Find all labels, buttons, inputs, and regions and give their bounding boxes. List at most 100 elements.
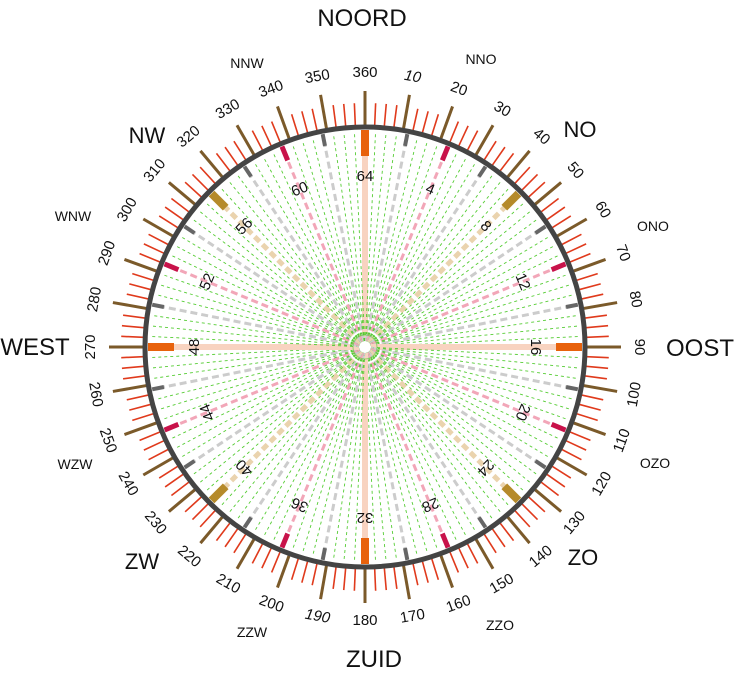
major-tick	[402, 565, 411, 600]
minor-tick	[393, 566, 398, 590]
label-nno: NNO	[465, 51, 496, 67]
compass-ray	[368, 173, 495, 343]
point-marker	[279, 532, 291, 549]
compass-ray	[280, 351, 365, 548]
degree-label: 210	[213, 570, 243, 597]
degree-label: 360	[352, 64, 377, 81]
compass-ray	[353, 131, 366, 342]
compass-ray	[369, 350, 539, 477]
degree-label: 70	[612, 242, 634, 263]
compass-ray	[365, 133, 398, 342]
compass-ray	[301, 352, 364, 554]
compass-ray	[368, 351, 495, 521]
compass-ray	[366, 140, 429, 342]
compass-ray	[191, 350, 361, 477]
compass-ray	[364, 352, 409, 560]
minor-tick	[576, 272, 598, 282]
inner-point-label: 20	[512, 401, 534, 423]
minor-tick	[421, 111, 429, 133]
major-tick	[474, 538, 495, 570]
degree-label: 110	[610, 426, 634, 454]
compass-ray	[369, 217, 539, 344]
degree-label: 30	[491, 98, 514, 121]
degree-label: 340	[256, 77, 285, 102]
compass-ray	[366, 137, 418, 342]
compass-ray	[149, 346, 360, 359]
minor-tick	[311, 563, 318, 586]
inner-point-label: 32	[357, 509, 374, 526]
degree-label: 310	[140, 155, 169, 185]
minor-tick	[466, 543, 479, 564]
point-marker	[279, 145, 291, 162]
minor-tick	[129, 403, 151, 411]
minor-tick	[121, 355, 144, 359]
compass-ray	[366, 143, 439, 342]
minor-tick	[233, 140, 247, 161]
major-tick	[573, 421, 607, 436]
label-zuid: ZUID	[346, 646, 402, 673]
compass-ray	[368, 186, 511, 343]
minor-tick	[332, 104, 337, 128]
minor-tick	[191, 503, 209, 521]
compass-ray	[149, 347, 360, 369]
minor-tick	[126, 394, 149, 401]
degree-label: 300	[114, 195, 141, 225]
major-tick	[319, 565, 328, 600]
compass-ray	[179, 349, 361, 459]
compass-ray	[370, 325, 581, 347]
compass-ray	[369, 350, 526, 493]
minor-tick	[373, 568, 377, 591]
minor-tick	[528, 181, 546, 198]
compass-ray	[253, 161, 363, 343]
major-tick	[276, 105, 291, 139]
major-tick	[123, 421, 157, 436]
minor-tick	[383, 103, 388, 126]
compass-ray	[368, 351, 503, 515]
minor-tick	[290, 558, 300, 580]
compass-ray	[364, 352, 377, 563]
compass-ray	[312, 352, 364, 557]
degree-label: 130	[560, 508, 589, 538]
label-zzw: ZZW	[237, 624, 268, 640]
inner-point-label: 16	[527, 339, 544, 356]
minor-tick	[342, 568, 347, 591]
inner-point-label: 44	[196, 401, 218, 423]
compass-ray	[370, 314, 579, 347]
minor-tick	[373, 103, 377, 126]
label-ono: ONO	[637, 218, 669, 234]
label-wnw: WNW	[55, 208, 92, 224]
compass-ray	[204, 350, 361, 493]
minor-tick	[270, 121, 281, 143]
degree-label: 270	[82, 334, 99, 359]
compass-ray	[169, 349, 360, 440]
compass-ray	[197, 209, 361, 344]
compass-ray	[365, 351, 450, 548]
major-tick	[573, 258, 607, 273]
point-marker	[477, 165, 488, 178]
compass-ray	[235, 351, 362, 521]
point-marker	[550, 261, 567, 273]
point-marker	[403, 547, 410, 561]
compass-ray	[369, 262, 566, 347]
degree-label: 230	[141, 508, 170, 538]
major-tick	[534, 181, 563, 206]
compass-ray	[367, 151, 458, 342]
minor-tick	[199, 510, 216, 528]
compass-ray	[370, 348, 575, 400]
minor-tick	[332, 566, 337, 590]
compass-ray	[253, 351, 363, 533]
compass-ray	[367, 166, 487, 343]
minor-tick	[449, 551, 460, 573]
minor-tick	[421, 561, 429, 583]
compass-ray	[149, 325, 360, 347]
compass-ray	[312, 137, 364, 342]
minor-tick	[458, 547, 469, 569]
compass-ray	[210, 192, 363, 345]
minor-tick	[581, 293, 604, 300]
compass-rays	[149, 131, 581, 563]
major-tick	[112, 301, 147, 310]
minor-tick	[261, 547, 272, 569]
compass-ray	[367, 351, 477, 533]
